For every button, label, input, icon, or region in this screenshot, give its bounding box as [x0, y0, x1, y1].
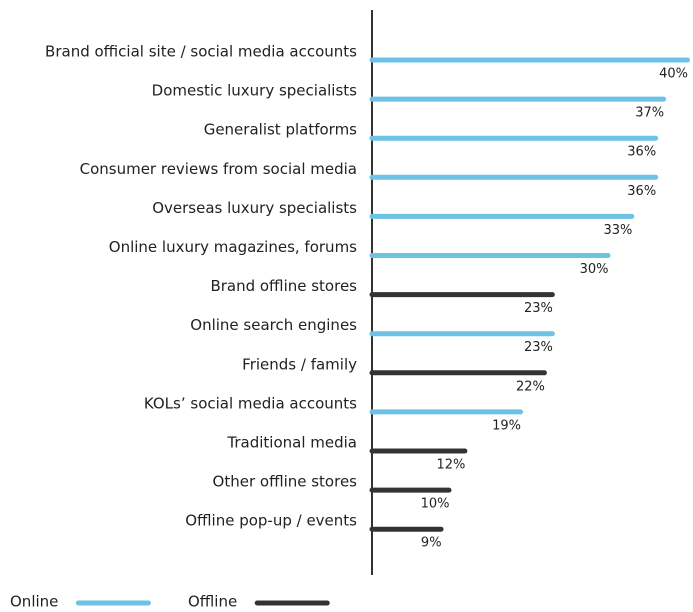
category-label: Domestic luxury specialists [152, 82, 358, 100]
value-label: 9% [421, 536, 442, 551]
category-label: Other offline stores [213, 473, 358, 491]
value-label: 22% [516, 379, 545, 394]
category-label: Overseas luxury specialists [152, 199, 357, 217]
category-label: KOLs’ social media accounts [144, 394, 357, 412]
value-label: 30% [580, 262, 609, 277]
value-label: 40% [659, 67, 688, 82]
value-label: 33% [603, 223, 632, 238]
category-label: Traditional media [226, 434, 357, 452]
category-label: Online luxury magazines, forums [109, 238, 357, 256]
value-label: 36% [627, 145, 656, 160]
value-label: 37% [635, 106, 664, 121]
category-label: Consumer reviews from social media [80, 160, 357, 178]
category-label: Offline pop-up / events [185, 512, 357, 530]
category-label: Generalist platforms [204, 121, 357, 139]
value-label: 12% [436, 458, 465, 473]
value-label: 19% [492, 418, 521, 433]
value-label: 36% [627, 184, 656, 199]
value-label: 10% [421, 497, 450, 512]
value-label: 23% [524, 301, 553, 316]
legend-label: Offline [188, 593, 237, 611]
value-label: 23% [524, 340, 553, 355]
category-label: Brand offline stores [210, 277, 357, 295]
category-label: Online search engines [190, 316, 357, 334]
legend-label: Online [10, 593, 58, 611]
category-label: Friends / family [242, 355, 357, 373]
category-label: Brand official site / social media accou… [45, 43, 357, 61]
